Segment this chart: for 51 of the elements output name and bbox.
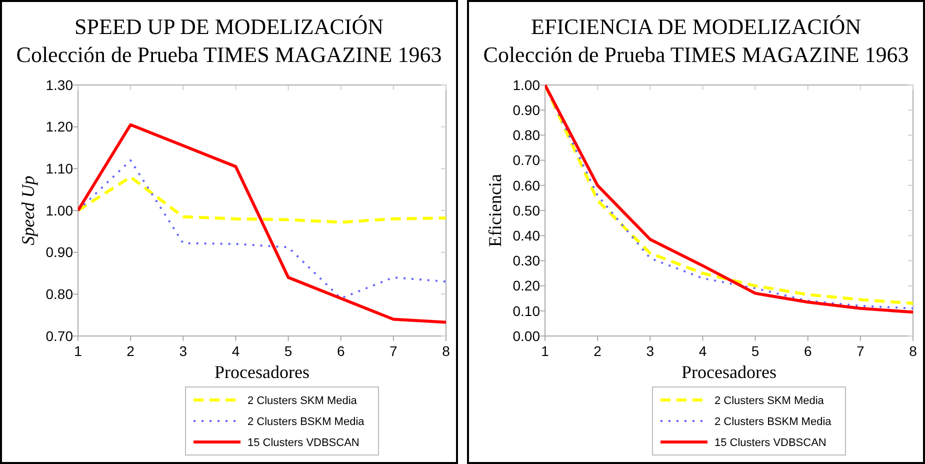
x-tick-label: 3 (179, 343, 188, 359)
y-tick-label: 0.20 (512, 278, 540, 294)
y-tick-label: 0.70 (512, 152, 540, 168)
x-tick-label: 8 (442, 343, 450, 359)
y-tick-label: 0.90 (512, 102, 540, 118)
x-tick-label: 7 (390, 343, 398, 359)
legend-label: 2 Clusters SKM Media (248, 394, 358, 407)
y-tick-label: 0.50 (512, 202, 540, 218)
legend-label: 2 Clusters BSKM Media (714, 416, 832, 428)
x-tick-label: 8 (909, 343, 918, 359)
x-tick-label: 5 (284, 343, 292, 359)
chart-subtitle: Colección de Prueba TIMES MAGAZINE 1963 (16, 42, 442, 67)
x-axis-title: Procesadores (682, 362, 776, 382)
x-tick-label: 2 (126, 343, 135, 359)
x-tick-label: 4 (698, 343, 707, 359)
x-tick-label: 7 (856, 343, 865, 359)
x-tick-label: 4 (232, 343, 240, 359)
line-series (78, 123, 448, 324)
y-tick-label: 1.20 (46, 118, 74, 135)
x-tick-label: 1 (74, 343, 82, 359)
chart-title: SPEED UP DE MODELIZACIÓN (74, 14, 384, 39)
chart-title: EFICIENCIA DE MODELIZACIÓN (531, 14, 862, 39)
x-tick-label: 3 (646, 343, 654, 359)
y-tick-label: 0.80 (512, 127, 540, 144)
y-tick-label: 0.30 (512, 252, 540, 269)
line-series (78, 159, 447, 300)
y-tick-label: 1.00 (512, 76, 540, 93)
x-tick-label: 6 (336, 343, 345, 359)
y-tick-label: 1.10 (46, 160, 74, 177)
chart-subtitle: Colección de Prueba TIMES MAGAZINE 1963 (483, 42, 909, 67)
legend-label: 15 Clusters VDBSCAN (248, 436, 360, 449)
line-series (78, 176, 448, 224)
y-tick-label: 1.30 (46, 76, 74, 93)
x-axis-title: Procesadores (214, 362, 310, 382)
y-tick-label: 1.00 (46, 202, 74, 218)
y-axis-title: Eficiencia (485, 174, 505, 247)
y-tick-label: 0.10 (512, 302, 540, 319)
y-tick-label: 0.80 (46, 286, 74, 302)
y-tick-label: 0.40 (512, 228, 540, 244)
legend-label: 15 Clusters VDBSCAN (714, 436, 826, 449)
x-tick-label: 6 (804, 343, 812, 359)
x-tick-label: 5 (751, 343, 760, 359)
y-tick-label: 0.60 (512, 177, 540, 194)
legend-label: 2 Clusters BSKM Media (248, 416, 366, 428)
x-tick-label: 1 (541, 343, 550, 359)
y-axis-title: Speed Up (18, 176, 38, 246)
legend-label: 2 Clusters SKM Media (714, 394, 825, 407)
y-tick-label: 0.70 (46, 328, 74, 344)
y-tick-label: 0.00 (512, 328, 540, 344)
y-tick-label: 0.90 (46, 244, 74, 260)
x-tick-label: 2 (594, 343, 602, 359)
